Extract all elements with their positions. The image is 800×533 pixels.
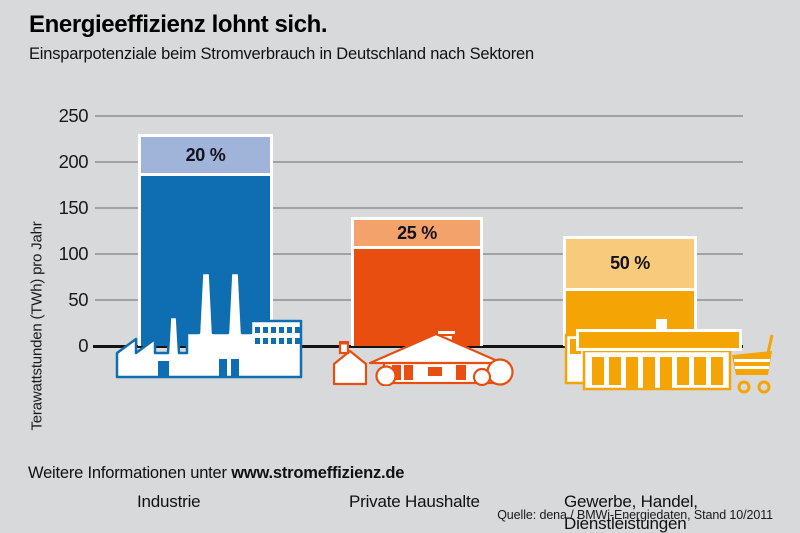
bar-gewerbe-handel-dienstleistungen: 50 % [563,236,774,394]
y-tick-label: 150 [58,197,89,218]
bar-segment-divider [566,288,694,291]
bar-industrie-savings-segment: 20 % [141,137,270,173]
info-line: Weitere Informationen unter www.stromeff… [28,464,404,483]
y-tick-label: 250 [58,105,89,126]
y-tick-label: 0 [78,335,88,356]
bar-segment-divider [354,246,480,249]
bar-chart: 0 50 100 150 200 250 Terawattstunden (TWh) pr… [0,95,800,533]
y-tick-label: 100 [58,243,89,264]
bar-industrie: 20 % [115,134,303,379]
bar-haushalte-consumption-segment [354,249,480,346]
category-label-private-haushalte: Private Haushalte [349,492,480,511]
info-prefix: Weitere Informationen unter [28,464,232,482]
factory-icon [115,271,303,379]
bar-segment-divider [141,173,270,176]
bar-ghd-savings-segment: 50 % [566,239,694,288]
gridline [95,161,743,163]
gridline [95,115,743,117]
website-link[interactable]: www.stromeffizienz.de [231,464,405,482]
category-label-ghd: Gewerbe, Handel, Dienstleistungen [564,492,698,533]
y-tick-label: 50 [68,289,88,310]
page-subtitle: Einsparpotenziale beim Stromverbrauch in… [29,45,535,63]
house-icon [332,330,514,386]
y-axis-label: Terawattstunden (TWh) pro Jahr [28,221,46,431]
savings-percent-label: 20 % [185,144,226,165]
page-title: Energieeffizienz lohnt sich. [29,11,328,38]
savings-percent-label: 50 % [610,253,650,273]
bar-haushalte-savings-segment: 25 % [354,220,480,246]
category-label-industrie: Industrie [137,492,201,511]
savings-percent-label: 25 % [397,222,437,243]
gridline [95,207,743,209]
source-note: Quelle: dena / BMWi-Energiedaten, Stand … [497,508,773,522]
bar-private-haushalte: 25 % [332,217,514,386]
store-icon [564,319,774,394]
y-tick-label: 200 [58,151,89,172]
